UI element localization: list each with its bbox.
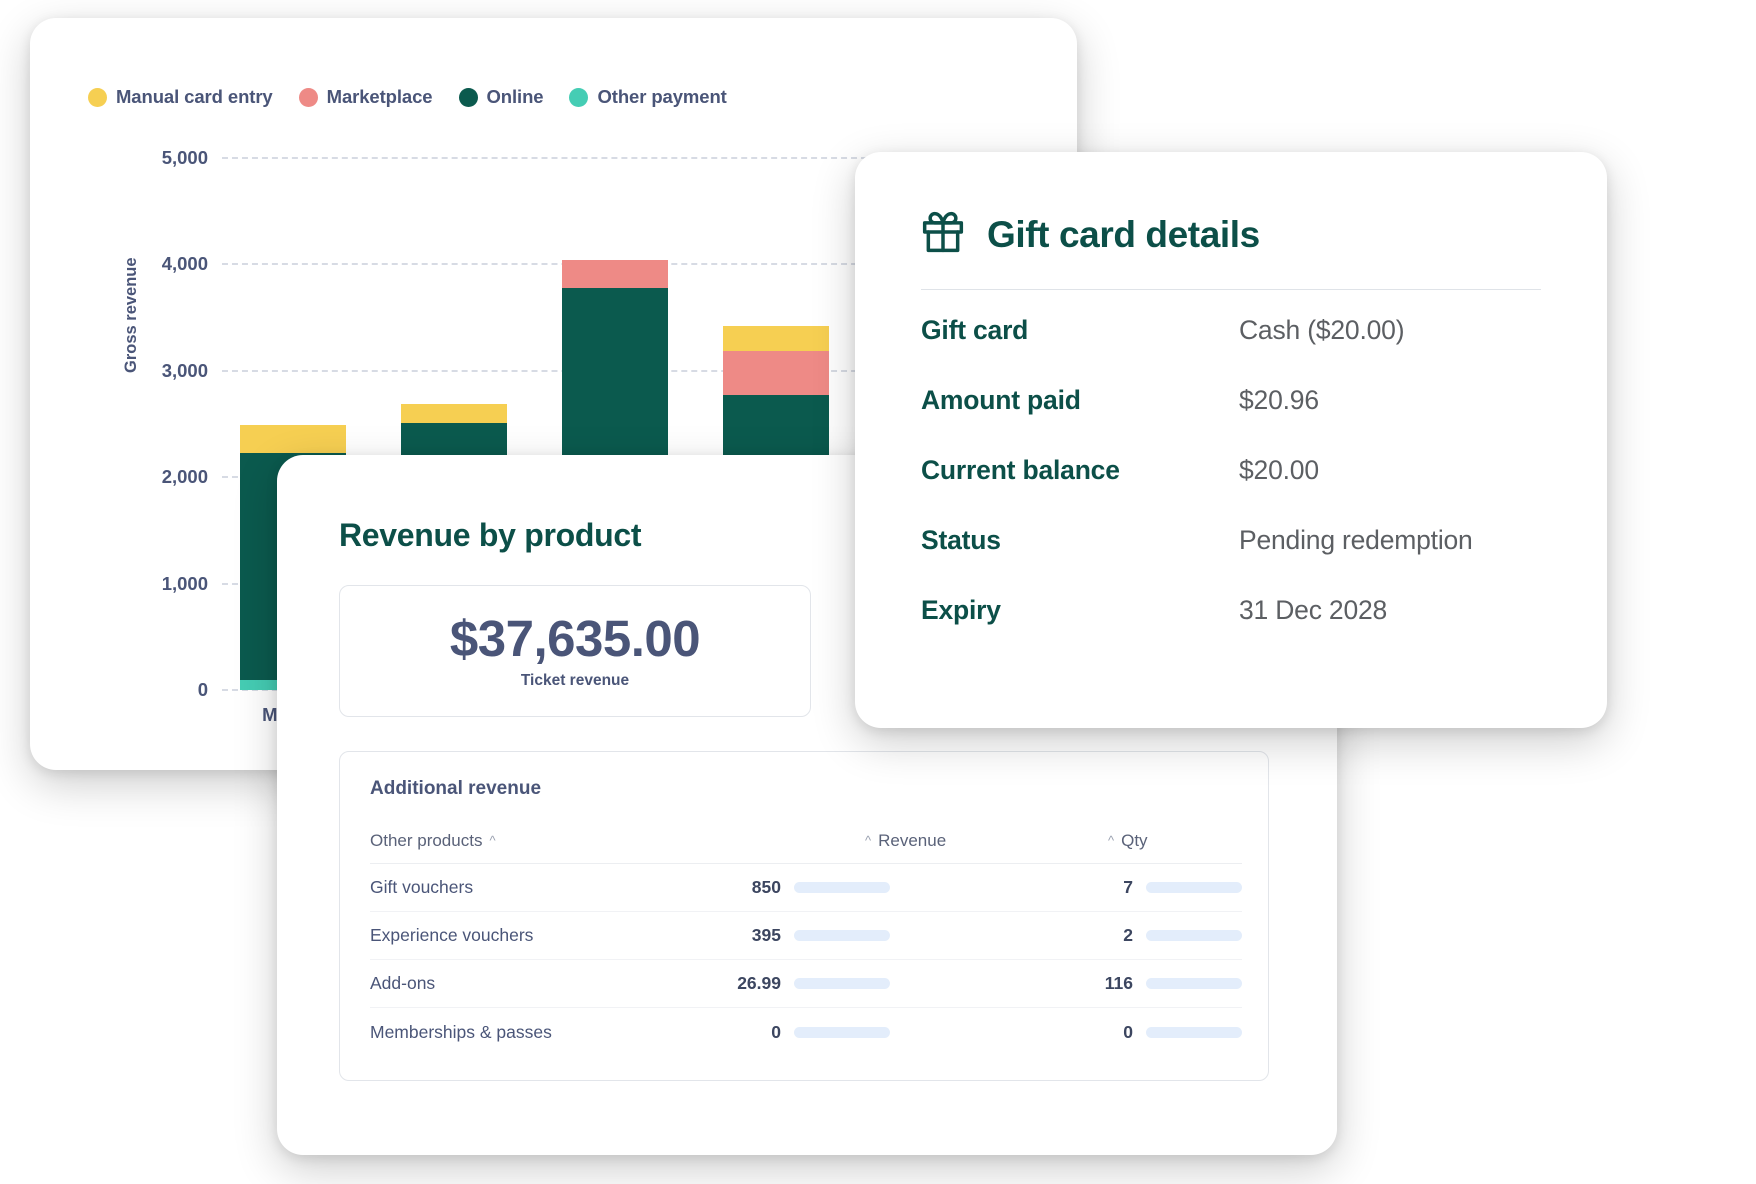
- detail-row-current-balance: Current balance $20.00: [921, 455, 1547, 525]
- detail-row-amount-paid: Amount paid $20.96: [921, 385, 1547, 455]
- row-qty-value: 2: [1123, 925, 1133, 945]
- legend-item-marketplace[interactable]: Marketplace: [298, 86, 433, 108]
- row-revenue-bar-track: [794, 930, 890, 941]
- legend-label-online: Online: [486, 86, 544, 107]
- y-tick-2000: 2,000: [161, 466, 208, 487]
- legend-label-other-payment: Other payment: [597, 86, 727, 107]
- legend-item-other-payment[interactable]: Other payment: [569, 86, 727, 108]
- row-revenue-metric: 395: [600, 925, 890, 946]
- legend-label-manual-card-entry: Manual card entry: [116, 86, 273, 107]
- table-row[interactable]: Add-ons 26.99 116: [370, 960, 1242, 1008]
- table-header-row: Other products ^ ^ Revenue ^ Qty: [370, 818, 1242, 864]
- row-revenue-value: 395: [751, 925, 781, 945]
- row-revenue-metric: 0: [600, 1022, 890, 1043]
- y-tick-5000: 5,000: [161, 147, 208, 168]
- ticket-revenue-label: Ticket revenue: [520, 672, 630, 690]
- row-revenue-bar-track: [794, 882, 890, 893]
- y-tick-4000: 4,000: [161, 253, 208, 274]
- row-qty-value: 7: [1123, 877, 1133, 897]
- y-tick-3000: 3,000: [161, 360, 208, 381]
- row-qty-bar-track: [1146, 882, 1242, 893]
- detail-value-amount-paid: $20.96: [1239, 385, 1319, 415]
- bar-segment-marketplace: [562, 259, 668, 288]
- column-header-other-products[interactable]: Other products ^: [370, 831, 798, 851]
- sort-caret-up-icon[interactable]: ^: [489, 833, 496, 848]
- row-qty-metric: 0: [890, 1022, 1242, 1043]
- legend-swatch-other-payment: [569, 87, 589, 107]
- revenue-card-title: Revenue by product: [339, 517, 642, 553]
- gridline-4000: [222, 263, 877, 265]
- gridline-5000: [222, 157, 877, 159]
- row-revenue-bar-track: [794, 1026, 890, 1038]
- row-qty-metric: 116: [890, 973, 1242, 994]
- column-header-revenue[interactable]: ^ Revenue: [798, 831, 1048, 851]
- additional-revenue-title: Additional revenue: [370, 778, 542, 799]
- row-qty-metric: 2: [890, 925, 1242, 946]
- detail-key-current-balance: Current balance: [921, 455, 1120, 485]
- legend-item-manual-card-entry[interactable]: Manual card entry: [88, 86, 273, 108]
- row-revenue-bar-track: [794, 978, 890, 989]
- column-header-qty-label: Qty: [1121, 830, 1148, 850]
- y-tick-1000: 1,000: [161, 573, 208, 594]
- gift-icon: [921, 210, 965, 259]
- row-product-name: Gift vouchers: [370, 877, 474, 897]
- chart-legend: Manual card entry Marketplace Online Oth…: [88, 86, 727, 108]
- y-tick-0: 0: [197, 679, 208, 700]
- table-row[interactable]: Gift vouchers 850 7: [370, 864, 1242, 912]
- row-revenue-value: 850: [751, 877, 781, 897]
- legend-item-online[interactable]: Online: [458, 86, 544, 108]
- row-qty-bar-track: [1146, 1026, 1242, 1038]
- gift-card-title: Gift card details: [987, 213, 1260, 255]
- detail-key-gift-card: Gift card: [921, 315, 1029, 345]
- detail-row-expiry: Expiry 31 Dec 2028: [921, 595, 1547, 665]
- gridline-3000: [222, 370, 877, 372]
- detail-key-status: Status: [921, 525, 1001, 555]
- ticket-revenue-value: $37,635.00: [449, 609, 701, 667]
- row-qty-value: 116: [1104, 973, 1133, 993]
- row-qty-value: 0: [1123, 1021, 1133, 1042]
- table-row[interactable]: Experience vouchers 395 2: [370, 912, 1242, 960]
- gift-card-detail-list: Gift card Cash ($20.00) Amount paid $20.…: [921, 315, 1547, 665]
- row-product-name: Experience vouchers: [370, 925, 534, 945]
- bar-segment-manual-card-entry: [240, 425, 346, 453]
- legend-swatch-online: [458, 87, 478, 107]
- detail-key-expiry: Expiry: [921, 595, 1001, 625]
- detail-key-amount-paid: Amount paid: [921, 385, 1081, 415]
- gift-card-divider: [921, 289, 1541, 290]
- bar-segment-manual-card-entry: [401, 404, 507, 423]
- detail-value-expiry: 31 Dec 2028: [1239, 595, 1388, 625]
- row-product-name: Memberships & passes: [370, 1021, 552, 1042]
- legend-label-marketplace: Marketplace: [326, 86, 433, 107]
- detail-row-status: Status Pending redemption: [921, 525, 1547, 595]
- sort-caret-up-icon[interactable]: ^: [1108, 833, 1115, 848]
- detail-row-gift-card: Gift card Cash ($20.00): [921, 315, 1547, 385]
- gift-card-header: Gift card details: [921, 210, 1260, 259]
- row-revenue-metric: 26.99: [600, 973, 890, 994]
- legend-swatch-manual-card-entry: [88, 87, 107, 107]
- bar-segment-marketplace: [723, 350, 829, 396]
- detail-value-gift-card: Cash ($20.00): [1239, 315, 1405, 345]
- legend-swatch-marketplace: [298, 87, 318, 107]
- column-header-other-products-label: Other products: [370, 830, 483, 850]
- ticket-revenue-kpi: $37,635.00 Ticket revenue: [339, 585, 811, 717]
- additional-revenue-panel: Additional revenue Other products ^ ^ Re…: [339, 751, 1269, 1081]
- row-revenue-value: 0: [771, 1021, 781, 1042]
- column-header-revenue-label: Revenue: [878, 830, 947, 850]
- row-revenue-value: 26.99: [737, 973, 781, 993]
- sort-caret-up-icon[interactable]: ^: [865, 833, 872, 848]
- gift-card-details-card: Gift card details Gift card Cash ($20.00…: [855, 152, 1607, 728]
- row-revenue-metric: 850: [600, 877, 890, 898]
- column-header-qty[interactable]: ^ Qty: [1048, 831, 1242, 851]
- row-qty-metric: 7: [890, 877, 1242, 898]
- table-row[interactable]: Memberships & passes 0 0: [370, 1008, 1242, 1056]
- status-badge: Pending redemption: [1239, 525, 1473, 555]
- row-qty-bar-track: [1146, 930, 1242, 941]
- row-product-name: Add-ons: [370, 973, 436, 993]
- bar-segment-manual-card-entry: [723, 326, 829, 351]
- row-qty-bar-track: [1146, 978, 1242, 989]
- detail-value-current-balance: $20.00: [1239, 455, 1319, 485]
- additional-revenue-table: Other products ^ ^ Revenue ^ Qty Gift vo…: [370, 818, 1242, 1056]
